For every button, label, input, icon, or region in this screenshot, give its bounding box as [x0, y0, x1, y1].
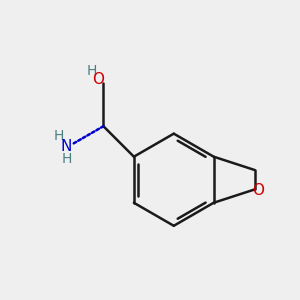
Text: N: N [61, 139, 72, 154]
Text: H: H [87, 64, 97, 78]
Text: O: O [92, 72, 104, 87]
Text: H: H [61, 152, 71, 166]
Text: H: H [54, 129, 64, 143]
Text: O: O [252, 182, 264, 197]
